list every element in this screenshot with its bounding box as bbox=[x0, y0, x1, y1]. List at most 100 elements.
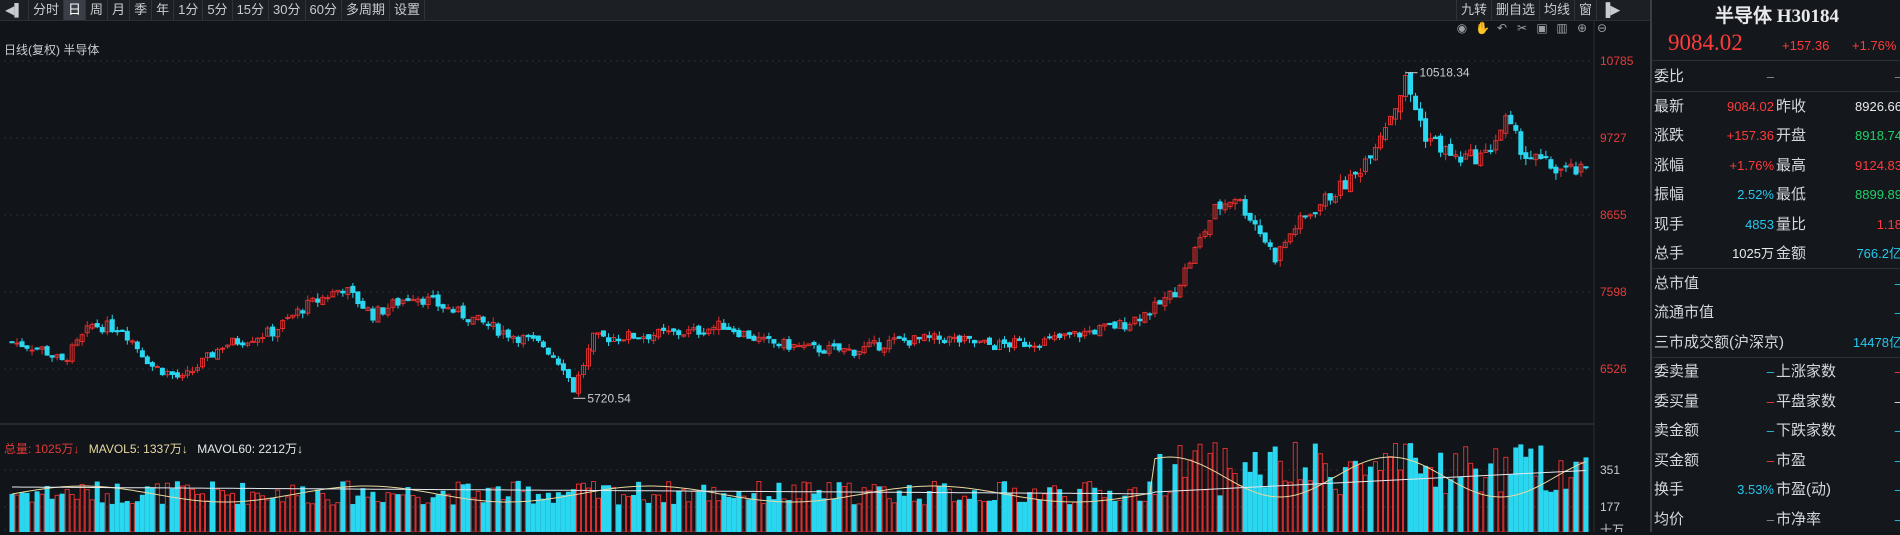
volume-bar bbox=[420, 504, 426, 532]
volume-bar bbox=[656, 494, 662, 532]
candle-body bbox=[215, 348, 221, 360]
candle-body bbox=[230, 337, 236, 346]
quote-panel: 半导体 H30184 9084.02 +157.36 +1.76% 委比––最新… bbox=[1650, 0, 1900, 532]
volume-bar bbox=[585, 487, 591, 532]
volume-bar bbox=[1037, 499, 1043, 532]
candle-body bbox=[54, 354, 60, 358]
volume-bar bbox=[470, 497, 476, 532]
candle-body bbox=[245, 342, 251, 346]
trash-icon[interactable]: ▥ bbox=[1556, 21, 1568, 35]
volume-bar bbox=[1342, 467, 1348, 532]
volume-bar bbox=[1172, 464, 1178, 532]
volume-bar bbox=[1423, 465, 1429, 532]
volume-bar bbox=[225, 494, 231, 532]
period-tab-1[interactable]: 日 bbox=[64, 0, 87, 20]
quote-row-l2: 平盘家数 bbox=[1776, 392, 1837, 410]
volume-bar bbox=[154, 483, 160, 532]
hand-icon[interactable]: ✋ bbox=[1475, 21, 1490, 35]
candle-body bbox=[751, 335, 757, 341]
period-tab-0[interactable]: 分时 bbox=[29, 0, 65, 20]
back-arrow-icon[interactable]: ◀▌ bbox=[0, 0, 29, 20]
candle-body bbox=[39, 346, 45, 350]
candle-body bbox=[641, 336, 647, 340]
period-tab-5[interactable]: 年 bbox=[152, 0, 175, 20]
forward-end-icon[interactable]: ▐▶ bbox=[1596, 0, 1624, 20]
scissors-icon[interactable]: ✂ bbox=[1516, 21, 1528, 35]
volume-bar bbox=[1182, 476, 1188, 532]
candle-body bbox=[946, 336, 952, 343]
volume-bar bbox=[671, 503, 677, 532]
kline-chart[interactable]: 10785 9727 8655 7598 6526 351 177 十万 10518.34 572… bbox=[0, 20, 1650, 532]
toolbar-right-item-1[interactable]: 删自选 bbox=[1491, 0, 1539, 20]
toolbar-right-item-3[interactable]: 窗 bbox=[1574, 0, 1596, 20]
volume-bar bbox=[440, 490, 446, 532]
period-tab-6[interactable]: 1分 bbox=[174, 0, 204, 20]
quote-row: 现手 4853 量比 1.18 bbox=[1652, 210, 1900, 240]
candle-body bbox=[159, 367, 165, 376]
candle-body bbox=[1172, 292, 1178, 298]
period-tab-3[interactable]: 月 bbox=[108, 0, 131, 20]
volume-bar bbox=[260, 495, 266, 532]
candle-body bbox=[1072, 330, 1078, 334]
lock-icon[interactable]: ▣ bbox=[1536, 21, 1548, 35]
candle-body bbox=[636, 337, 642, 340]
undo-icon[interactable]: ↶ bbox=[1496, 21, 1508, 35]
candle-body bbox=[210, 352, 216, 358]
volume-bar bbox=[39, 493, 45, 532]
volume-bar bbox=[951, 501, 957, 532]
candle-body bbox=[866, 342, 872, 347]
volume-bar bbox=[79, 483, 85, 532]
eye-icon[interactable]: ◉ bbox=[1456, 21, 1468, 35]
candle-body bbox=[871, 340, 877, 344]
candle-body bbox=[570, 377, 576, 393]
period-tab-9[interactable]: 30分 bbox=[269, 0, 306, 20]
period-tab-12[interactable]: 设置 bbox=[390, 0, 425, 20]
quote-row: 涨跌 +157.36 开盘 8918.74 bbox=[1652, 121, 1900, 151]
candle-body bbox=[295, 308, 301, 316]
period-tab-7[interactable]: 5分 bbox=[203, 0, 233, 20]
volume-bar bbox=[1052, 485, 1058, 532]
volume-bar bbox=[1518, 444, 1524, 532]
quote-row-v2: 8926.66 bbox=[1855, 98, 1900, 114]
zoom-in-icon[interactable]: ⊕ bbox=[1576, 21, 1588, 35]
toolbar-right-item-0[interactable]: 九转 bbox=[1456, 0, 1491, 20]
volume-bar bbox=[295, 495, 301, 532]
volume-bar bbox=[129, 502, 135, 532]
candle-body bbox=[440, 304, 446, 309]
period-tab-4[interactable]: 季 bbox=[130, 0, 153, 20]
period-tab-11[interactable]: 多周期 bbox=[342, 0, 390, 20]
candle-body bbox=[375, 306, 381, 323]
volume-bar bbox=[1067, 504, 1073, 532]
candle-body bbox=[1347, 174, 1353, 193]
candle-body bbox=[340, 290, 346, 294]
volume-bar bbox=[34, 491, 40, 532]
period-tab-8[interactable]: 15分 bbox=[233, 0, 270, 20]
quote-row-v1: 3.53% bbox=[1737, 482, 1774, 497]
volume-bar bbox=[1017, 501, 1023, 532]
volume-bar bbox=[626, 496, 632, 532]
candle-body bbox=[179, 374, 185, 378]
zoom-out-icon[interactable]: ⊖ bbox=[1596, 21, 1608, 35]
period-tab-10[interactable]: 60分 bbox=[306, 0, 342, 20]
period-tab-2[interactable]: 周 bbox=[86, 0, 109, 20]
volume-bar bbox=[1222, 447, 1228, 532]
toolbar-right-item-2[interactable]: 均线 bbox=[1539, 0, 1574, 20]
volume-bar bbox=[1002, 481, 1008, 532]
y-tick-label: 8655 bbox=[1600, 208, 1627, 222]
quote-row: 总市值 – bbox=[1652, 269, 1900, 299]
volume-bar bbox=[1463, 446, 1469, 532]
volume-bar bbox=[1357, 463, 1363, 532]
volume-bar bbox=[911, 500, 917, 532]
volume-bar bbox=[1443, 492, 1449, 532]
candle-body bbox=[701, 332, 707, 335]
volume-bar bbox=[621, 494, 627, 532]
volume-bar bbox=[821, 498, 827, 532]
candle-body bbox=[1433, 136, 1439, 140]
volume-bar bbox=[1403, 443, 1409, 532]
chart-canvas[interactable]: 10785 9727 8655 7598 6526 351 177 十万 10518.34 572… bbox=[0, 20, 1650, 532]
candle-body bbox=[741, 330, 747, 337]
candle-body bbox=[490, 321, 496, 327]
volume-bar bbox=[691, 490, 697, 532]
volume-bar bbox=[1012, 487, 1018, 532]
volume-bar bbox=[811, 493, 817, 532]
